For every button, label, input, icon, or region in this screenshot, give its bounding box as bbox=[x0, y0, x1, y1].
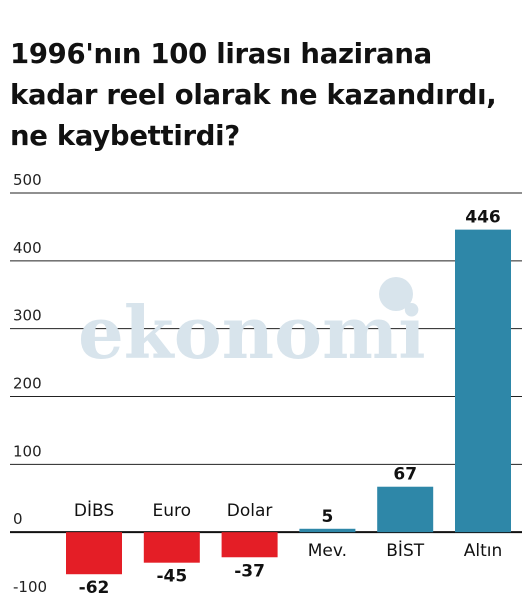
watermark: ekonomi bbox=[78, 277, 426, 375]
y-tick-label: 400 bbox=[13, 239, 42, 257]
category-label: Mev. bbox=[308, 541, 347, 561]
data-label: 5 bbox=[321, 507, 333, 527]
bar bbox=[143, 532, 200, 563]
labels: -62 DİBS -45 Euro -37 Dolar 5 Mev. 67 BİST 446 Altı… bbox=[74, 208, 502, 599]
category-label: DİBS bbox=[74, 500, 114, 521]
y-axis-ticks: 500 400 300 200 100 0 -100 bbox=[13, 171, 47, 596]
bar bbox=[455, 229, 511, 533]
data-label: -45 bbox=[156, 567, 187, 587]
y-tick-label: 300 bbox=[13, 307, 42, 325]
bar bbox=[66, 532, 122, 575]
bar bbox=[377, 486, 434, 533]
data-label: 67 bbox=[393, 465, 417, 485]
y-tick-label: 500 bbox=[13, 171, 42, 189]
data-label: -62 bbox=[79, 578, 110, 598]
data-label: -37 bbox=[234, 561, 265, 581]
bar bbox=[221, 532, 278, 558]
category-label: Dolar bbox=[227, 501, 273, 521]
bar bbox=[299, 528, 356, 533]
globe-icon bbox=[379, 277, 413, 311]
chart-title: 1996'nın 100 lirası hazirana kadar reel … bbox=[10, 34, 525, 157]
y-tick-label: 200 bbox=[13, 375, 42, 393]
category-label: Altın bbox=[464, 541, 503, 561]
gridlines bbox=[10, 192, 522, 534]
data-label: 446 bbox=[465, 208, 501, 228]
watermark-text: ekonomi bbox=[78, 290, 426, 375]
title-line-1: 1996'nın 100 lirası hazirana bbox=[10, 38, 432, 70]
y-tick-label: 100 bbox=[13, 442, 42, 460]
bars bbox=[66, 229, 511, 575]
y-tick-label: 0 bbox=[13, 510, 23, 528]
title-line-2: kadar reel olarak ne kazandırdı, bbox=[10, 79, 497, 111]
title-line-3: ne kaybettirdi? bbox=[10, 120, 240, 152]
y-tick-label: -100 bbox=[13, 578, 47, 596]
category-label: BİST bbox=[386, 540, 424, 561]
category-label: Euro bbox=[153, 501, 192, 521]
